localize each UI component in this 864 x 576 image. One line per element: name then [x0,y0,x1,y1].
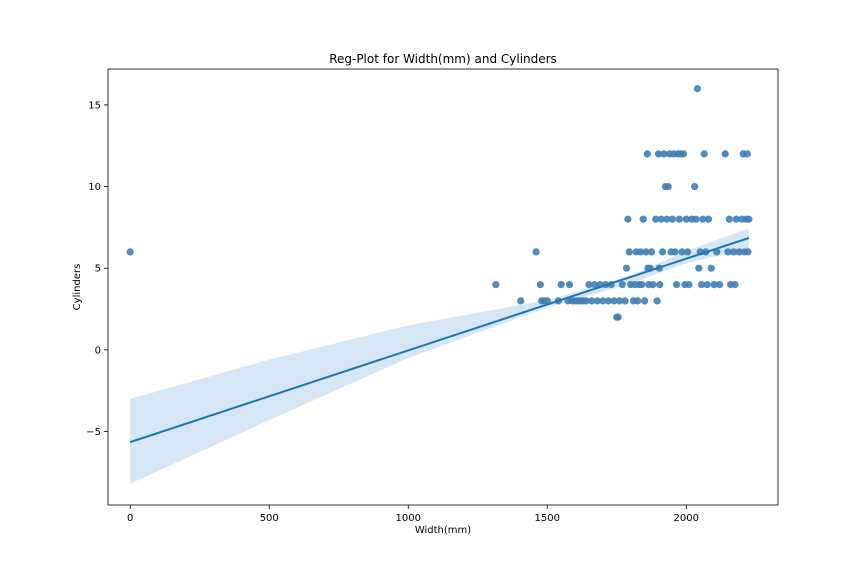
data-point [693,85,702,93]
data-point [685,281,693,289]
data-point [590,281,599,289]
data-point [745,215,753,223]
x-ticks: 0 500 1000 1500 2000 [127,505,699,524]
data-point [699,215,707,223]
y-ticks: −5 0 5 10 15 [86,100,108,438]
y-tick-label: 15 [88,100,101,111]
data-point [614,313,622,321]
data-point [695,264,703,272]
data-point [672,281,681,289]
scatter-points-layer [126,85,753,321]
data-point [657,215,665,223]
data-point [532,248,540,256]
data-point [622,264,631,272]
regression-line [129,237,750,444]
data-point [641,297,649,305]
data-point [599,297,607,305]
data-point [710,281,718,289]
data-point [536,281,544,289]
data-point [744,248,752,256]
data-point [582,297,590,305]
data-point [585,281,593,289]
x-tick-label: 1500 [535,513,560,524]
data-point [652,215,660,223]
data-point [643,150,651,158]
data-point [735,248,743,256]
data-point [624,215,632,223]
data-point [707,264,715,272]
data-point [625,248,633,256]
x-tick-label: 2000 [674,513,699,524]
data-point [729,248,738,256]
x-tick-label: 0 [127,513,133,524]
data-point [682,215,690,223]
data-point [647,248,656,256]
regression-line-layer [129,237,750,444]
x-tick-label: 1000 [396,513,421,524]
y-tick-label: 0 [95,345,101,356]
y-tick-label: 10 [88,182,101,193]
data-point [691,183,699,191]
y-axis-label: Cylinders [72,264,83,311]
data-point [636,248,645,256]
data-point [678,248,686,256]
data-point [517,297,525,305]
data-point [732,215,740,223]
data-point [653,297,661,305]
data-point [654,150,663,158]
data-point [492,281,500,289]
data-point [721,150,729,158]
data-point [679,150,688,158]
confidence-band [130,228,749,484]
data-point [649,281,657,289]
data-point [659,248,667,256]
data-point [543,297,551,305]
x-tick-label: 500 [260,513,279,524]
data-point [621,297,629,305]
y-tick-label: 5 [95,264,101,275]
data-point [731,281,739,289]
data-point [610,297,618,305]
data-point [664,183,672,191]
data-point [639,215,647,223]
data-point [634,297,642,305]
data-point [604,297,613,305]
data-point [725,215,733,223]
chart-title: Reg-Plot for Width(mm) and Cylinders [329,52,557,66]
y-tick-label: −5 [86,427,101,438]
data-point [126,248,134,256]
data-point [638,281,646,289]
data-point [684,248,692,256]
data-point [588,297,596,305]
data-point [703,281,711,289]
data-point [565,281,574,289]
data-point [615,297,624,305]
confidence-band-layer [130,228,749,484]
data-point [593,297,601,305]
data-point [692,215,700,223]
data-point [697,281,706,289]
data-point [724,248,732,256]
data-point [675,215,683,223]
data-point [663,215,671,223]
data-point [671,248,679,256]
data-point [557,281,565,289]
data-point [656,281,664,289]
data-point [618,281,626,289]
data-point [704,215,713,223]
plot-frame [107,68,779,506]
data-point [700,150,708,158]
data-point [642,248,650,256]
data-point [660,150,668,158]
data-point [743,150,752,158]
data-point [716,281,724,289]
x-axis-label: Width(mm) [415,525,471,536]
data-point [668,215,677,223]
